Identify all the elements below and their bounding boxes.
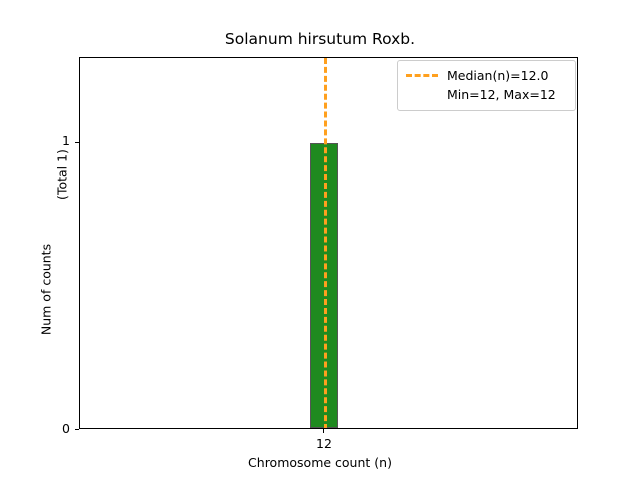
x-axis-label: Chromosome count (n) <box>248 455 392 470</box>
legend-label-range: Min=12, Max=12 <box>447 87 556 102</box>
legend-label-median: Median(n)=12.0 <box>447 68 549 83</box>
x-tick-mark-12 <box>323 429 324 433</box>
y-tick-mark-0 <box>75 429 79 430</box>
y-axis-label-main: Num of counts <box>38 243 54 336</box>
plot-area <box>79 57 578 429</box>
y-tick-mark-1 <box>75 142 79 144</box>
chart-legend: Median(n)=12.0 Min=12, Max=12 <box>397 60 576 111</box>
chart-title: Solanum hirsutum Roxb. <box>224 30 416 48</box>
y-tick-label-1: 1 <box>62 133 70 149</box>
median-reference-line <box>324 58 327 428</box>
legend-entry-range: Min=12, Max=12 <box>406 85 567 104</box>
y-axis-label: Num of counts (Total 1) <box>0 0 80 480</box>
legend-dashed-line-icon <box>406 74 438 77</box>
x-tick-label-12: 12 <box>316 436 332 451</box>
y-tick-label-0: 0 <box>62 421 70 436</box>
legend-entry-median: Median(n)=12.0 <box>406 66 567 85</box>
